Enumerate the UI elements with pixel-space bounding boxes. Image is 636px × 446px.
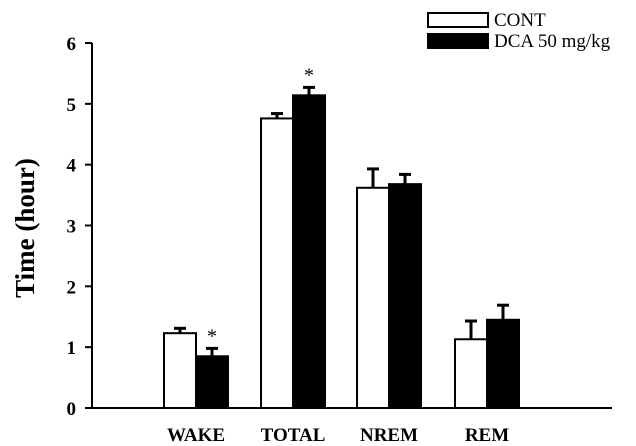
error-bar <box>174 326 186 334</box>
error-bar <box>399 172 411 185</box>
bar-dca-rem <box>486 318 520 409</box>
error-bar <box>271 112 283 119</box>
bar-cont-rem <box>454 338 488 409</box>
x-tick-label-rem: REM <box>465 425 509 446</box>
significance-asterisk: * <box>304 64 314 86</box>
y-tick-label: 5 <box>67 95 77 116</box>
bar-dca-wake <box>195 355 229 409</box>
significance-markers: ** <box>207 64 314 347</box>
x-tick-label-total: TOTAL <box>261 425 326 446</box>
x-tick-label-nrem: NREM <box>360 425 418 446</box>
significance-asterisk: * <box>207 325 217 347</box>
error-bar <box>465 319 477 340</box>
legend-label-dca: DCA 50 mg/kg <box>494 31 611 52</box>
error-bars <box>174 85 509 357</box>
error-bar <box>206 346 218 357</box>
x-tick-label-wake: WAKE <box>167 425 225 446</box>
y-tick-label: 0 <box>67 399 77 420</box>
bars <box>163 94 520 410</box>
y-tick-label: 6 <box>67 34 77 55</box>
y-tick-label: 4 <box>67 156 77 177</box>
error-bar <box>367 167 379 188</box>
bar-cont-wake <box>163 332 197 409</box>
legend-swatch-cont <box>427 12 489 28</box>
y-tick-label: 2 <box>67 277 77 298</box>
category-labels: WAKE TOTAL NREM REM <box>167 425 509 446</box>
error-bar <box>497 303 509 320</box>
bar-dca-total <box>292 94 326 409</box>
bar-cont-nrem <box>356 186 390 409</box>
y-axis-title-group: Time (hour) <box>10 158 40 298</box>
y-tick-label: 3 <box>67 217 77 238</box>
y-tick-label: 1 <box>67 338 77 359</box>
y-axis-title: Time (hour) <box>10 158 40 298</box>
legend-swatch-dca <box>427 33 489 49</box>
bar-dca-nrem <box>388 183 422 409</box>
error-bar <box>303 85 315 96</box>
bar-cont-total <box>260 117 294 410</box>
legend-label-cont: CONT <box>494 10 546 31</box>
y-ticks: 0 1 2 3 4 5 6 <box>67 34 92 420</box>
